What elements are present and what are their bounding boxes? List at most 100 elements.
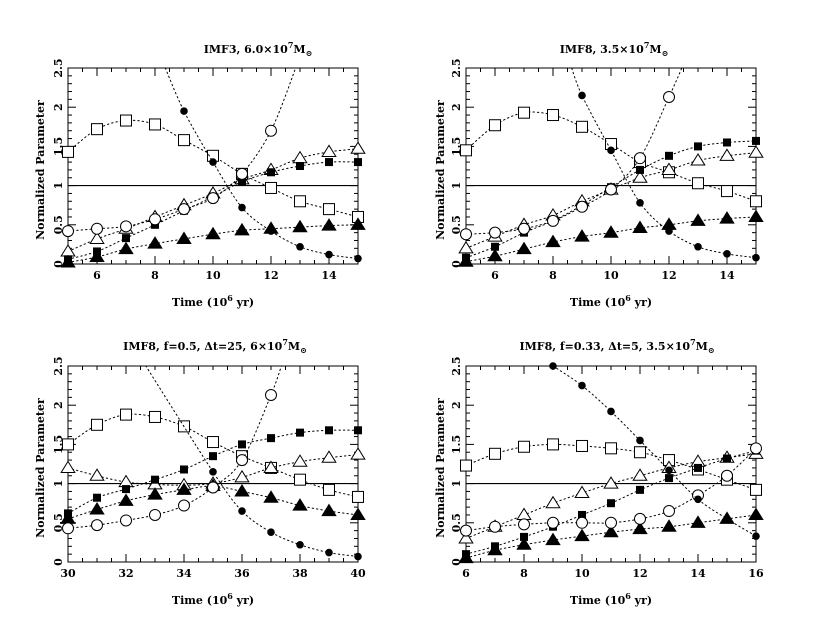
data-point-filled-square <box>636 165 644 174</box>
data-point-filled-circle <box>267 227 275 235</box>
data-point-filled-triangle <box>574 528 590 542</box>
panel-3-plot: 30 32 34 36 38 40 0 0.5 1 1.5 2 2.5 <box>52 356 366 580</box>
data-point-filled-circle <box>694 242 702 251</box>
data-point-filled-circle <box>180 107 188 115</box>
data-point-filled-circle <box>723 515 731 523</box>
plot-frame <box>67 365 359 563</box>
data-point-open-square <box>547 438 559 451</box>
series-line-open-circle <box>68 366 282 529</box>
y-tick-label: 2.5 <box>52 58 65 77</box>
data-point-filled-square <box>267 168 275 177</box>
data-point-open-square <box>352 490 364 503</box>
data-point-filled-triangle <box>545 532 561 546</box>
data-point-filled-square <box>122 234 130 243</box>
data-point-open-circle <box>605 516 617 529</box>
data-point-open-triangle <box>60 460 76 473</box>
y-tick-label: 0 <box>450 558 463 566</box>
data-point-open-square <box>750 195 762 208</box>
data-point-open-circle <box>576 200 588 213</box>
data-point-filled-circle <box>665 227 673 235</box>
data-point-open-square <box>721 185 733 198</box>
panel-2-title: IMF8, 3.5×107M⊙ <box>560 40 669 58</box>
data-point-filled-square <box>694 142 702 151</box>
data-point-filled-square <box>296 162 304 170</box>
data-point-open-circle <box>634 152 646 165</box>
series-line-open-square <box>466 443 756 491</box>
data-point-open-square <box>120 114 132 127</box>
data-point-open-square <box>518 106 530 119</box>
y-tick-label: 1 <box>52 182 65 190</box>
data-point-filled-circle <box>694 495 702 504</box>
data-point-filled-triangle <box>321 218 337 231</box>
data-point-open-circle <box>120 220 132 233</box>
data-point-filled-square <box>180 465 188 474</box>
data-point-filled-triangle <box>350 507 366 521</box>
data-point-open-triangle <box>458 531 474 544</box>
series-line-filled-triangle <box>466 514 756 559</box>
data-point-open-triangle <box>89 468 105 481</box>
panel-3-title: IMF8, f=0.5, Δt=25, 6×107M⊙ <box>123 337 307 355</box>
x-tick-label: 32 <box>118 567 133 580</box>
data-point-filled-circle <box>296 242 304 251</box>
data-point-open-triangle <box>516 507 532 521</box>
data-point-open-circle <box>576 516 588 529</box>
x-tick-label: 14 <box>719 269 735 282</box>
panel-4-xlabel: Time (106 yr) <box>570 591 652 607</box>
x-tick-label: 34 <box>176 567 192 580</box>
data-point-open-square <box>750 483 762 496</box>
data-point-filled-square <box>607 499 615 508</box>
data-point-filled-triangle <box>205 226 221 240</box>
data-point-open-circle <box>91 222 103 235</box>
data-point-open-square <box>91 123 103 136</box>
data-point-filled-square <box>354 426 362 435</box>
data-point-filled-triangle <box>147 487 163 500</box>
y-tick-label: 1.5 <box>450 137 463 156</box>
data-point-open-circle <box>207 481 219 494</box>
data-point-filled-circle <box>578 381 586 390</box>
data-point-open-square <box>489 447 501 460</box>
y-tick-label: 0 <box>450 260 463 268</box>
data-point-filled-triangle <box>690 515 706 528</box>
data-point-open-triangle <box>632 170 648 183</box>
data-point-open-square <box>265 181 277 194</box>
data-point-open-triangle <box>661 162 677 175</box>
data-point-filled-triangle <box>234 222 250 236</box>
panel-4: IMF8, f=0.33, Δt=5, 3.5×107M⊙ Time (106 … <box>434 337 764 607</box>
data-point-open-square <box>62 145 74 158</box>
x-tick-label: 8 <box>520 567 528 580</box>
data-point-open-triangle <box>603 476 619 489</box>
x-tick-label: 6 <box>93 269 101 282</box>
panel-1-plot: 6 8 10 12 14 0 0.5 1 1.5 2 2.5 <box>52 58 366 282</box>
panel-4-ylabel: Normalized Parameter <box>434 398 447 538</box>
x-tick-label: 12 <box>661 269 676 282</box>
x-tick-label: 10 <box>574 567 590 580</box>
data-point-filled-circle <box>209 158 217 166</box>
panel-3-xlabel: Time (106 yr) <box>172 591 254 607</box>
data-point-filled-triangle <box>458 254 474 267</box>
y-tick-label: 1.5 <box>450 435 463 454</box>
data-point-open-circle <box>605 183 617 196</box>
panel-2-plot: 6 8 10 12 14 0 0.5 1 1.5 2 2.5 <box>450 58 764 282</box>
data-point-filled-triangle <box>748 507 764 521</box>
series-line-open-triangle <box>68 148 358 252</box>
data-point-open-circle <box>721 469 733 482</box>
data-point-open-circle <box>207 192 219 205</box>
series-line-filled-square <box>68 161 358 260</box>
y-tick-label: 2.5 <box>52 356 65 375</box>
data-point-filled-square <box>636 485 644 494</box>
data-point-filled-triangle <box>89 249 105 262</box>
y-tick-label: 1 <box>450 480 463 488</box>
data-point-filled-circle <box>752 253 760 262</box>
data-point-filled-triangle <box>545 234 561 248</box>
data-point-open-square <box>178 134 190 147</box>
data-point-filled-circle <box>578 91 586 100</box>
data-point-open-square <box>460 459 472 472</box>
data-point-filled-triangle <box>487 248 503 262</box>
data-point-open-circle <box>62 522 74 535</box>
data-point-filled-square <box>665 151 673 160</box>
y-tick-label: 0 <box>52 558 65 566</box>
data-point-open-circle <box>547 214 559 227</box>
data-point-open-triangle <box>350 447 366 460</box>
data-point-open-square <box>323 483 335 496</box>
data-point-filled-triangle <box>350 217 366 230</box>
